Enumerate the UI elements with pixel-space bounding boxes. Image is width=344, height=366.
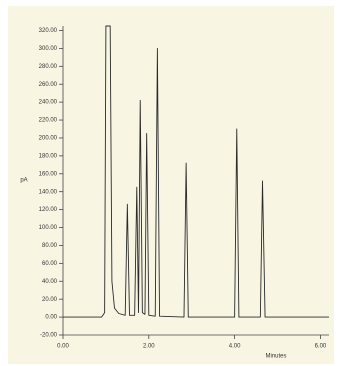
y-tick-label: 260.00	[39, 82, 58, 88]
y-tick-label: 40.00	[42, 279, 58, 285]
panel	[8, 6, 334, 364]
chromatogram-line	[63, 25, 329, 318]
y-tick-label: 320.00	[39, 28, 58, 34]
y-tick-label: 20.00	[42, 297, 58, 303]
y-tick-label: 300.00	[39, 46, 58, 52]
y-tick-label: 280.00	[39, 64, 58, 70]
y-tick-label: 240.00	[39, 100, 58, 106]
y-tick-label: 60.00	[42, 261, 58, 267]
x-axis-label: Minutes	[265, 354, 286, 360]
y-tick-label: 220.00	[39, 118, 58, 124]
y-tick-label: 180.00	[39, 153, 58, 159]
y-tick-label: 140.00	[39, 189, 58, 195]
x-tick-label: 6.00	[315, 344, 327, 350]
y-tick-label: 160.00	[39, 171, 58, 177]
x-tick-label: 4.00	[229, 344, 241, 350]
y-tick-label: 100.00	[39, 225, 58, 231]
y-tick-label: 0.00	[45, 315, 57, 321]
y-axis-label: pA	[20, 178, 27, 184]
y-tick-label: 200.00	[39, 136, 58, 142]
y-tick-label: 80.00	[42, 243, 58, 249]
y-tick-label: -20.00	[40, 333, 58, 339]
x-tick-label: 0.00	[57, 344, 69, 350]
x-tick-label: 2.00	[143, 344, 155, 350]
y-tick-label: 120.00	[39, 207, 58, 213]
